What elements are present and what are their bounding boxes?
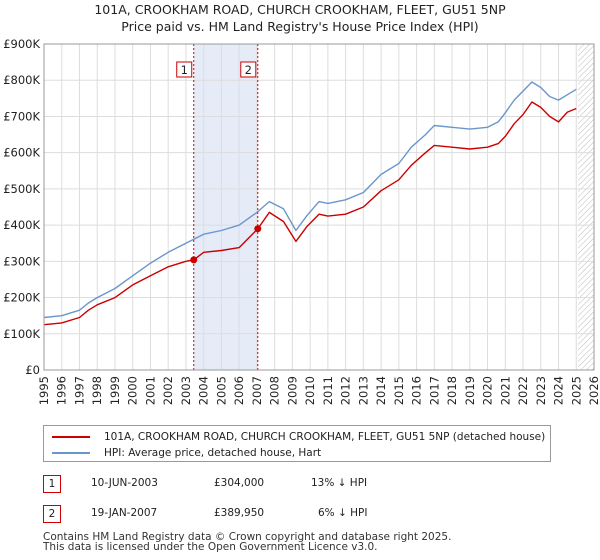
x-tick-label: 2021 [498, 376, 512, 405]
y-tick-label: £600K [3, 146, 40, 160]
sale-point [190, 256, 198, 264]
y-tick-label: £400K [3, 218, 40, 232]
legend-entry-property: 101A, CROOKHAM ROAD, CHURCH CROOKHAM, FL… [52, 429, 545, 445]
chart-legend: 101A, CROOKHAM ROAD, CHURCH CROOKHAM, FL… [43, 425, 551, 462]
transaction-number-badge: 1 [43, 475, 61, 493]
legend-label-hpi: HPI: Average price, detached house, Hart [104, 447, 322, 459]
x-tick-label: 2009 [285, 376, 299, 405]
legend-line-property [52, 436, 90, 438]
transaction-price: £389,950 [214, 507, 265, 519]
footer-attribution: Contains HM Land Registry data © Crown c… [43, 531, 583, 553]
x-tick-label: 2025 [569, 376, 583, 405]
sale-number-box [240, 61, 257, 78]
x-tick-label: 2015 [392, 376, 406, 405]
x-tick-label: 2005 [214, 376, 228, 405]
hpi-series-line [43, 81, 577, 319]
transaction-hpi-diff: 13% ↓ HPI [311, 477, 368, 489]
x-tick-label: 2018 [445, 376, 459, 405]
y-tick-label: £500K [3, 182, 40, 196]
transaction-date: 10-JUN-2003 [91, 477, 158, 489]
transaction-hpi-diff: 6% ↓ HPI [318, 507, 368, 519]
x-tick-label: 1995 [37, 376, 51, 405]
x-tick-label: 2017 [427, 376, 441, 405]
y-tick-label: £800K [3, 73, 40, 87]
x-tick-label: 2003 [179, 376, 193, 405]
footer-licence: This data is licensed under the Open Gov… [43, 541, 378, 553]
sale-point [254, 225, 262, 233]
sale-number-label: 1 [181, 63, 188, 77]
y-tick-label: £0 [25, 363, 40, 377]
chart-subtitle: Price paid vs. HM Land Registry's House … [121, 19, 478, 34]
legend-label-property: 101A, CROOKHAM ROAD, CHURCH CROOKHAM, FL… [104, 431, 546, 443]
sale-number-box [176, 61, 193, 78]
legend-entry-hpi: HPI: Average price, detached house, Hart [52, 445, 321, 461]
x-tick-label: 2000 [126, 376, 140, 405]
plot-frame [43, 43, 595, 371]
y-tick-label: £100K [3, 327, 40, 341]
x-tick-label: 1999 [108, 376, 122, 405]
transaction-price: £304,000 [214, 477, 265, 489]
property-series-line [43, 101, 577, 326]
x-tick-label: 2013 [356, 376, 370, 405]
x-tick-label: 2011 [321, 376, 335, 405]
x-tick-label: 1996 [55, 376, 69, 405]
x-tick-label: 2023 [534, 376, 548, 405]
x-tick-label: 2024 [552, 376, 566, 405]
x-tick-label: 2022 [516, 376, 530, 405]
x-tick-label: 2012 [339, 376, 353, 405]
x-tick-label: 2006 [232, 376, 246, 405]
y-tick-label: £200K [3, 291, 40, 305]
x-tick-label: 2007 [250, 376, 264, 405]
x-tick-label: 2001 [143, 376, 157, 405]
legend-line-hpi [52, 452, 90, 454]
price-chart: 101A, CROOKHAM ROAD, CHURCH CROOKHAM, FL… [3, 2, 600, 405]
x-tick-label: 2004 [197, 376, 211, 405]
x-tick-label: 2010 [303, 376, 317, 405]
sale-period-shade [193, 44, 258, 370]
x-tick-label: 2002 [161, 376, 175, 405]
x-tick-label: 1997 [72, 376, 86, 405]
x-tick-label: 2016 [410, 376, 424, 405]
x-tick-label: 1998 [90, 376, 104, 405]
forecast-hatch [578, 44, 594, 370]
x-tick-label: 2014 [374, 376, 388, 405]
chart-title: 101A, CROOKHAM ROAD, CHURCH CROOKHAM, FL… [94, 2, 506, 17]
x-tick-label: 2020 [481, 376, 495, 405]
transaction-date: 19-JAN-2007 [91, 507, 158, 519]
sale-number-label: 2 [245, 63, 252, 77]
footer-copyright: Contains HM Land Registry data © Crown c… [43, 531, 452, 543]
y-tick-label: £700K [3, 109, 40, 123]
transaction-number-badge: 2 [43, 505, 61, 523]
x-tick-label: 2026 [587, 376, 600, 405]
y-tick-label: £300K [3, 254, 40, 268]
x-tick-label: 2008 [268, 376, 282, 405]
x-tick-label: 2019 [463, 376, 477, 405]
y-tick-label: £900K [3, 37, 40, 51]
plot-area [44, 44, 594, 370]
